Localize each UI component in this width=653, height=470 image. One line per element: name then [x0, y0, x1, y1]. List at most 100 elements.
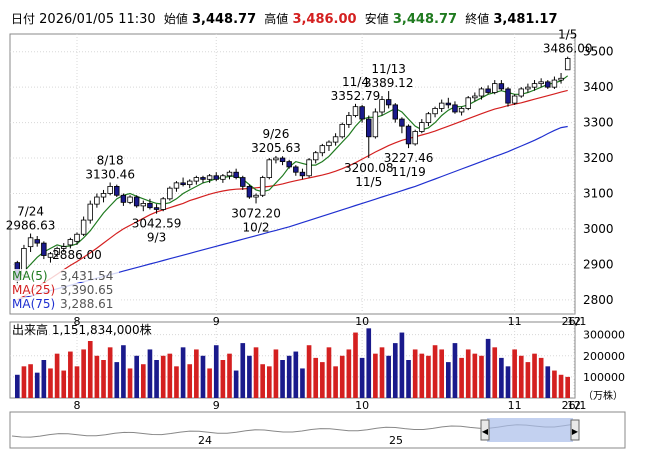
close-label: 終値 — [465, 12, 490, 26]
volume-bar — [532, 353, 537, 398]
candle-body — [319, 145, 326, 154]
candle-body — [366, 118, 372, 138]
candle-body — [564, 58, 571, 71]
candle-body — [492, 83, 498, 93]
candle-body — [140, 203, 147, 207]
volume-bar — [154, 360, 159, 398]
volume-bar — [353, 332, 358, 398]
navigator-right-handle[interactable] — [570, 419, 580, 441]
navigator-left-handle[interactable] — [480, 419, 490, 441]
volume-bar — [300, 368, 305, 398]
candle-body — [34, 239, 40, 244]
price-tick-label: 3500 — [583, 45, 614, 59]
volume-bar — [200, 355, 206, 398]
annotation-value: 3205.63 — [251, 141, 301, 155]
volume-bar — [465, 349, 471, 398]
legend-bg — [11, 297, 119, 310]
volume-bar — [127, 368, 133, 398]
volume-bar — [339, 355, 345, 398]
x-tick-label: 10 — [355, 315, 369, 328]
legend-ma-value: 3,288.61 — [60, 297, 113, 311]
candle-body — [306, 159, 312, 177]
volume-bar — [392, 343, 398, 398]
volume-bar — [68, 351, 73, 398]
volume-bar — [260, 364, 265, 398]
navigator-label: 25 — [389, 434, 403, 447]
legend-ma-name: MA(5) — [12, 269, 48, 283]
volume-bar — [61, 370, 67, 398]
volume-bar — [379, 347, 385, 398]
x-tick-label: 11 — [508, 315, 522, 328]
volume-bar — [320, 362, 325, 398]
candle-body — [498, 83, 505, 90]
legend-ma-value: 3,431.54 — [60, 269, 113, 283]
volume-bar — [247, 355, 252, 398]
volume-bar — [34, 372, 40, 398]
volume-bar — [240, 343, 246, 398]
candle-body — [425, 113, 432, 124]
candle-body — [399, 118, 405, 127]
volume-bar — [101, 360, 106, 398]
volume-bar — [499, 357, 504, 398]
volume-bar — [565, 376, 571, 398]
candle-body — [432, 108, 438, 115]
volume-bar — [479, 355, 484, 398]
candle-body — [67, 239, 74, 246]
volume-bar — [293, 351, 299, 398]
volume-bar — [147, 349, 153, 398]
candle-body — [372, 111, 379, 138]
volume-bar — [386, 355, 391, 398]
candle-body — [419, 122, 425, 132]
volume-x-tick-label: 8 — [73, 399, 80, 412]
candle-body — [153, 207, 160, 210]
candle-body — [279, 157, 286, 162]
annotation-value: 3389.12 — [364, 76, 414, 90]
candle-body — [273, 157, 279, 161]
volume-bar — [313, 357, 319, 398]
volume-bar — [213, 345, 219, 398]
candle-body — [41, 242, 47, 256]
candle-body — [472, 95, 478, 99]
volume-unit-label: （万株） — [583, 389, 623, 402]
volume-bar — [41, 360, 47, 398]
navigator-selection[interactable] — [487, 418, 573, 442]
candle-body — [558, 77, 564, 81]
candle-body — [186, 180, 193, 186]
volume-bar — [346, 349, 352, 398]
open-value: 3,448.77 — [191, 12, 257, 27]
candle-body — [346, 115, 352, 125]
volume-bar — [439, 349, 445, 398]
datetime-value: 2026/01/05 11:30 — [39, 12, 156, 27]
candle-body — [412, 131, 418, 145]
candle-body — [465, 97, 471, 109]
candle-body — [525, 86, 531, 90]
volume-bar — [107, 347, 113, 398]
candle-body — [240, 177, 246, 187]
candle-body — [206, 175, 213, 180]
volume-bar — [220, 360, 226, 398]
x-tick-label: 26/1 — [562, 315, 587, 328]
volume-bar — [538, 357, 544, 398]
volume-tick-label: 200000 — [583, 350, 625, 363]
volume-bar — [373, 353, 378, 398]
volume-bar — [512, 349, 517, 398]
price-tick-label: 2800 — [583, 293, 614, 307]
annotation-date: 11/19 — [391, 165, 426, 179]
x-tick-label: 8 — [73, 315, 80, 328]
volume-bar — [167, 353, 173, 398]
navigator-left-arrow-icon: ◀ — [482, 427, 489, 436]
volume-bar — [472, 353, 478, 398]
candle-body — [259, 177, 266, 196]
volume-bar — [121, 345, 126, 398]
volume-x-tick-label: 12 — [567, 399, 581, 412]
annotation-value: 2986.63 — [6, 219, 56, 233]
candle-body — [299, 171, 306, 177]
volume-bar — [452, 343, 458, 398]
volume-bar — [160, 355, 166, 398]
volume-bar — [187, 364, 193, 398]
volume-x-tick-label: 9 — [213, 399, 220, 412]
candle-body — [326, 141, 332, 147]
price-tick-label: 3000 — [583, 222, 614, 236]
candle-body — [551, 79, 558, 88]
volume-bar — [87, 341, 93, 398]
